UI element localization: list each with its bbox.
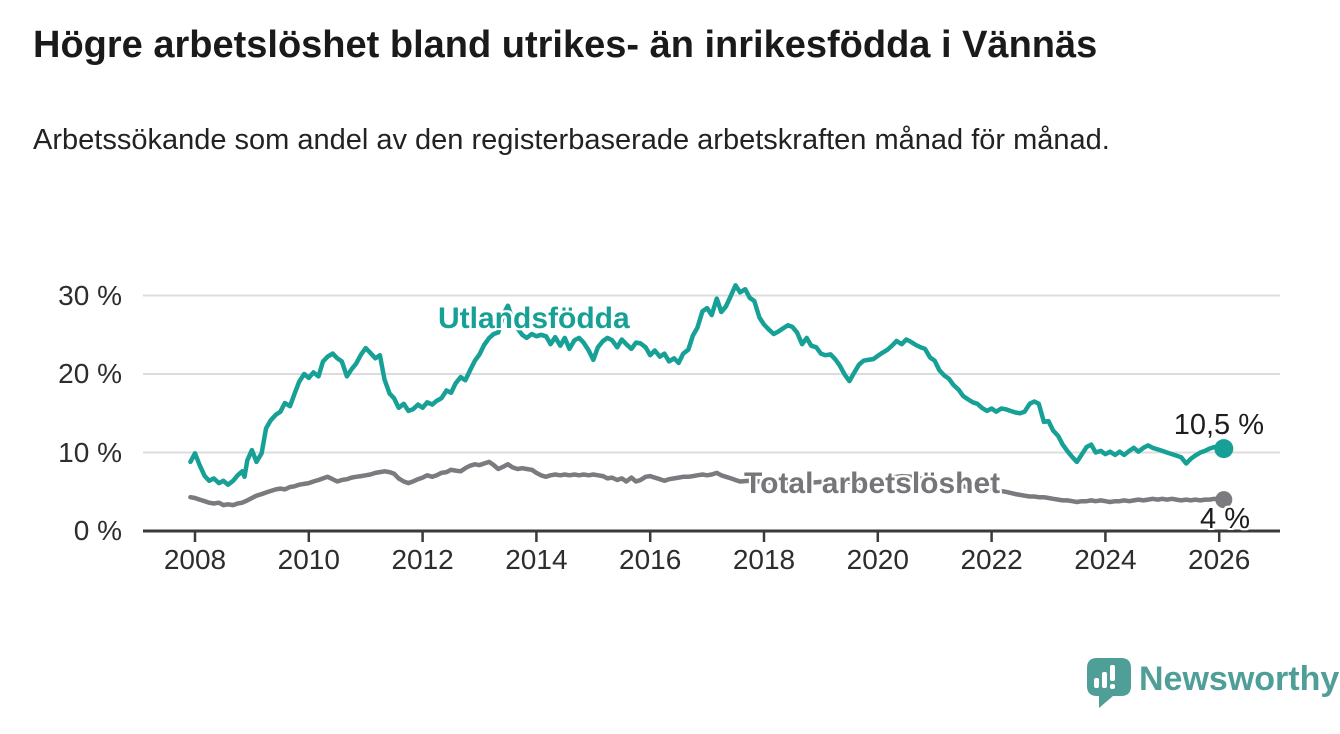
x-axis-label-2026: 2026 bbox=[1188, 544, 1251, 575]
x-axis-label-2024: 2024 bbox=[1074, 544, 1137, 575]
x-axis-label-2016: 2016 bbox=[619, 544, 682, 575]
x-axis-label-2020: 2020 bbox=[846, 544, 909, 575]
page-title: Högre arbetslöshet bland utrikes- än inr… bbox=[33, 24, 1098, 66]
series-line-utlandsfodda bbox=[188, 283, 1227, 487]
newsworthy-logo-text: Newsworthy bbox=[1139, 660, 1340, 698]
end-value-label-total: 4 % bbox=[1200, 503, 1250, 535]
page-subtitle: Arbetssökande som andel av den registerb… bbox=[33, 124, 1110, 156]
y-axis-label-10: 10 % bbox=[58, 436, 122, 468]
series-endpoint-total bbox=[1215, 491, 1233, 509]
x-axis-label-2018: 2018 bbox=[732, 544, 796, 575]
y-axis-label-30: 30 % bbox=[58, 279, 122, 311]
series-label-total-arbetsloshet: Total arbetslöshet bbox=[744, 467, 1001, 500]
speech-bubble-bar-chart-icon bbox=[1087, 658, 1131, 708]
newsworthy-logo: Newsworthy bbox=[1086, 657, 1339, 709]
series-line-total bbox=[188, 459, 1227, 508]
x-axis-label-2008: 2008 bbox=[163, 544, 227, 575]
x-axis-label-2012: 2012 bbox=[391, 544, 454, 575]
x-axis-label-2022: 2022 bbox=[960, 544, 1023, 575]
series-label-utlandsfodda: Utlandsfödda bbox=[438, 302, 630, 335]
series-endpoint-utlandsfodda bbox=[1214, 439, 1234, 459]
x-axis-label-2010: 2010 bbox=[277, 544, 340, 575]
x-axis-label-2014: 2014 bbox=[505, 544, 568, 575]
y-axis-label-0: 0 % bbox=[73, 515, 122, 546]
end-value-label-utlandsfodda: 10,5 % bbox=[1173, 409, 1264, 441]
y-axis-label-20: 20 % bbox=[58, 358, 122, 389]
